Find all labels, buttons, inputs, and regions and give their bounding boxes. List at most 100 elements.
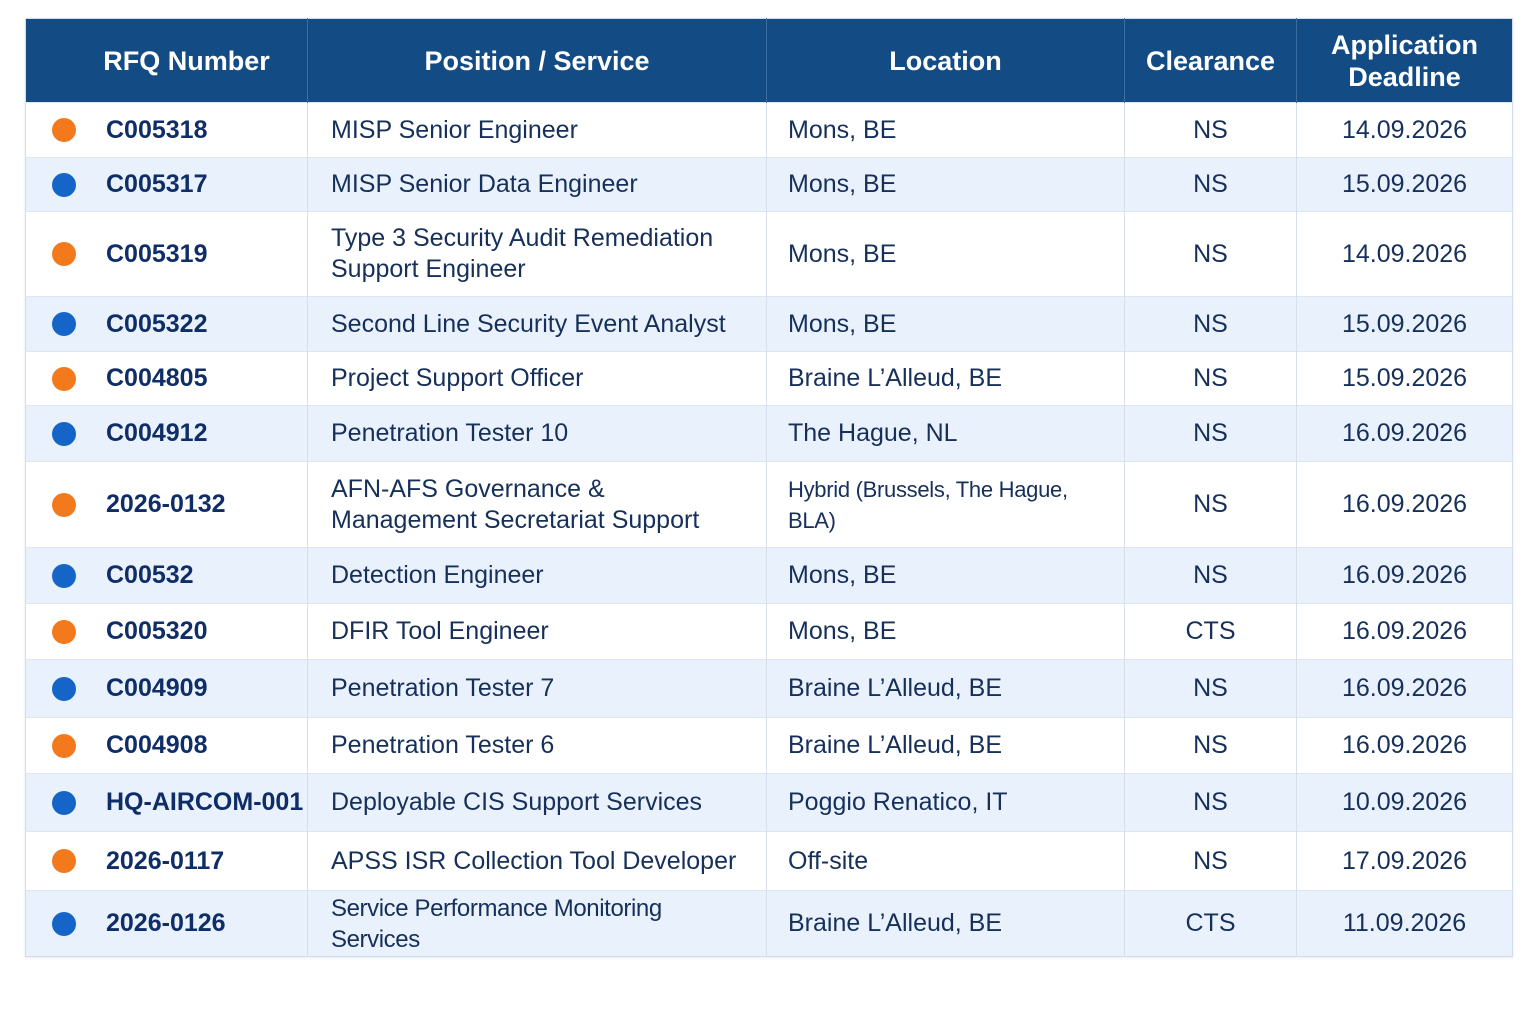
- rfq-number-cell: C005322: [25, 296, 308, 352]
- table-row[interactable]: 2026-0117 APSS ISR Collection Tool Devel…: [25, 831, 1513, 891]
- rfq-number: C004908: [106, 731, 208, 759]
- position-cell: Service Performance Monitoring Services: [307, 890, 767, 957]
- header-row: RFQ Number Position / Service Location C…: [25, 18, 1513, 103]
- position-cell: MISP Senior Engineer: [307, 102, 767, 158]
- table-row[interactable]: C004805 Project Support Officer Braine L…: [25, 351, 1513, 406]
- rfq-number: 2026-0126: [106, 909, 226, 937]
- table-row[interactable]: C005319 Type 3 Security Audit Remediatio…: [25, 211, 1513, 297]
- deadline-cell: 15.09.2026: [1296, 157, 1513, 212]
- status-dot-icon: [52, 733, 76, 758]
- position-cell: Project Support Officer: [307, 351, 767, 406]
- position-cell: AFN-AFS Governance & Management Secretar…: [307, 461, 767, 548]
- table-row[interactable]: HQ-AIRCOM-001 Deployable CIS Support Ser…: [25, 773, 1513, 832]
- clearance-cell: NS: [1124, 296, 1297, 352]
- deadline-cell: 17.09.2026: [1296, 831, 1513, 891]
- rfq-number-cell: C005320: [25, 603, 308, 660]
- location-cell: Poggio Renatico, IT: [766, 773, 1125, 832]
- table-row[interactable]: C00532 Detection Engineer Mons, BE NS 16…: [25, 547, 1513, 604]
- deadline-cell: 15.09.2026: [1296, 351, 1513, 406]
- position-cell: Type 3 Security Audit Remediation Suppor…: [307, 211, 767, 297]
- status-dot-icon: [52, 619, 76, 644]
- rfq-number-cell: C004805: [25, 351, 308, 406]
- clearance-cell: NS: [1124, 102, 1297, 158]
- rfq-number: C004912: [106, 419, 208, 447]
- table-row[interactable]: 2026-0132 AFN-AFS Governance & Managemen…: [25, 461, 1513, 548]
- location-cell: Mons, BE: [766, 603, 1125, 660]
- table-row[interactable]: C005320 DFIR Tool Engineer Mons, BE CTS …: [25, 603, 1513, 660]
- clearance-cell: NS: [1124, 405, 1297, 462]
- rfq-number-cell: 2026-0117: [25, 831, 308, 891]
- status-dot-icon: [52, 849, 76, 873]
- position-cell: APSS ISR Collection Tool Developer: [307, 831, 767, 891]
- deadline-cell: 16.09.2026: [1296, 717, 1513, 774]
- table-row[interactable]: C005322 Second Line Security Event Analy…: [25, 296, 1513, 352]
- clearance-cell: NS: [1124, 211, 1297, 297]
- deadline-cell: 16.09.2026: [1296, 461, 1513, 548]
- rfq-number-cell: C004912: [25, 405, 308, 462]
- deadline-cell: 14.09.2026: [1296, 102, 1513, 158]
- rfq-number-cell: C004909: [25, 659, 308, 718]
- column-header-deadline-line2: Deadline: [1348, 61, 1461, 92]
- column-header-deadline-line1: Application: [1331, 29, 1478, 60]
- rfq-number: C005319: [106, 239, 208, 268]
- rfq-number: C005318: [106, 115, 208, 144]
- status-dot-icon: [52, 118, 76, 142]
- deadline-cell: 11.09.2026: [1296, 890, 1513, 957]
- clearance-cell: NS: [1124, 351, 1297, 406]
- clearance-cell: NS: [1124, 547, 1297, 604]
- deadline-cell: 16.09.2026: [1296, 659, 1513, 718]
- rfq-number-cell: C005319: [25, 211, 308, 297]
- status-dot-icon: [52, 676, 76, 701]
- column-header-application-deadline[interactable]: Application Deadline: [1296, 18, 1513, 103]
- status-dot-icon: [52, 790, 76, 815]
- column-header-clearance[interactable]: Clearance: [1124, 18, 1297, 103]
- position-cell: Penetration Tester 6: [307, 717, 767, 774]
- status-dot-icon: [52, 366, 76, 391]
- rfq-number: C004909: [106, 674, 208, 702]
- table-row[interactable]: C004908 Penetration Tester 6 Braine L’Al…: [25, 717, 1513, 774]
- rfq-number: C005322: [106, 309, 208, 338]
- column-header-position[interactable]: Position / Service: [307, 18, 767, 103]
- table-row[interactable]: C004909 Penetration Tester 7 Braine L’Al…: [25, 659, 1513, 718]
- table-row[interactable]: 2026-0126 Service Performance Monitoring…: [25, 890, 1513, 957]
- location-cell: Mons, BE: [766, 547, 1125, 604]
- location-cell: Hybrid (Brussels, The Hague, BLA): [766, 461, 1125, 548]
- rfq-number: C005317: [106, 170, 208, 198]
- status-dot-icon: [52, 911, 76, 936]
- status-dot-icon: [52, 172, 76, 197]
- location-cell: Off-site: [766, 831, 1125, 891]
- rfq-number-cell: HQ-AIRCOM-001: [25, 773, 308, 832]
- clearance-cell: CTS: [1124, 603, 1297, 660]
- clearance-cell: CTS: [1124, 890, 1297, 957]
- deadline-cell: 10.09.2026: [1296, 773, 1513, 832]
- position-cell: Detection Engineer: [307, 547, 767, 604]
- clearance-cell: NS: [1124, 831, 1297, 891]
- location-cell: Braine L’Alleud, BE: [766, 890, 1125, 957]
- location-cell: Mons, BE: [766, 296, 1125, 352]
- status-dot-icon: [52, 421, 76, 446]
- location-cell: The Hague, NL: [766, 405, 1125, 462]
- rfq-number: 2026-0117: [106, 846, 225, 875]
- column-header-location[interactable]: Location: [766, 18, 1125, 103]
- rfq-table: RFQ Number Position / Service Location C…: [25, 18, 1513, 957]
- deadline-cell: 16.09.2026: [1296, 547, 1513, 604]
- clearance-cell: NS: [1124, 659, 1297, 718]
- position-cell: MISP Senior Data Engineer: [307, 157, 767, 212]
- deadline-cell: 16.09.2026: [1296, 603, 1513, 660]
- table-row[interactable]: C005318 MISP Senior Engineer Mons, BE NS…: [25, 102, 1513, 158]
- rfq-number: HQ-AIRCOM-001: [106, 788, 304, 816]
- table-row[interactable]: C004912 Penetration Tester 10 The Hague,…: [25, 405, 1513, 462]
- position-cell: DFIR Tool Engineer: [307, 603, 767, 660]
- rfq-number: C00532: [106, 561, 194, 589]
- clearance-cell: NS: [1124, 461, 1297, 548]
- deadline-cell: 16.09.2026: [1296, 405, 1513, 462]
- location-cell: Mons, BE: [766, 102, 1125, 158]
- rfq-number-cell: C004908: [25, 717, 308, 774]
- table-body: C005318 MISP Senior Engineer Mons, BE NS…: [25, 102, 1513, 957]
- position-cell: Penetration Tester 10: [307, 405, 767, 462]
- position-cell: Deployable CIS Support Services: [307, 773, 767, 832]
- status-dot-icon: [52, 563, 76, 588]
- rfq-number-cell: 2026-0126: [25, 890, 308, 957]
- column-header-rfq-number[interactable]: RFQ Number: [25, 18, 308, 103]
- table-row[interactable]: C005317 MISP Senior Data Engineer Mons, …: [25, 157, 1513, 212]
